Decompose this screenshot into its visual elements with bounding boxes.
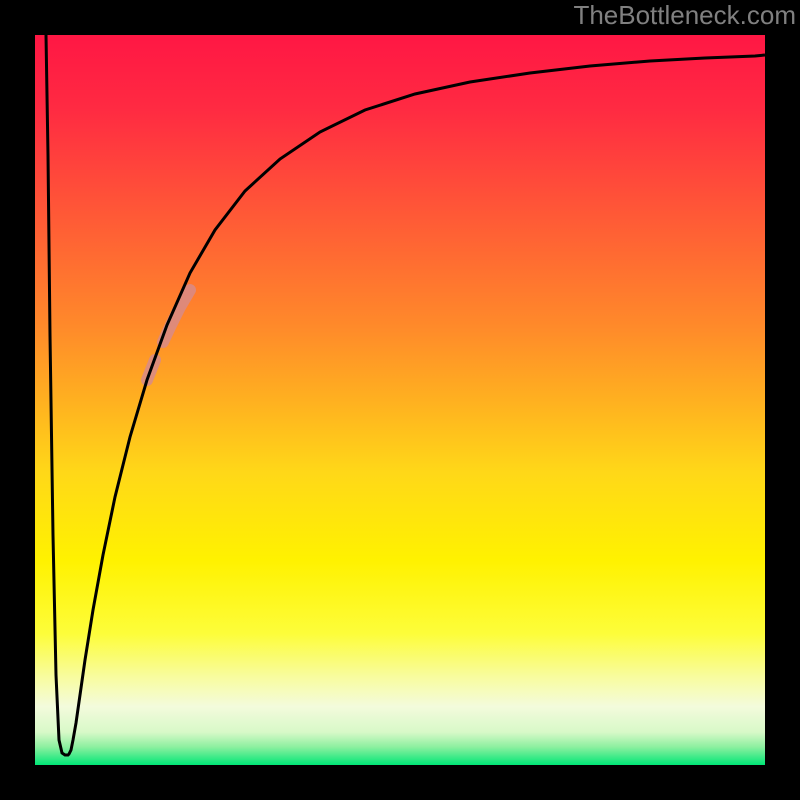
frame-left: [0, 0, 35, 800]
frame-right: [765, 0, 800, 800]
frame-bottom: [0, 765, 800, 800]
chart-background: [35, 35, 765, 765]
bottleneck-chart: [0, 0, 800, 800]
chart-stage: TheBottleneck.com: [0, 0, 800, 800]
watermark-text: TheBottleneck.com: [573, 0, 796, 31]
